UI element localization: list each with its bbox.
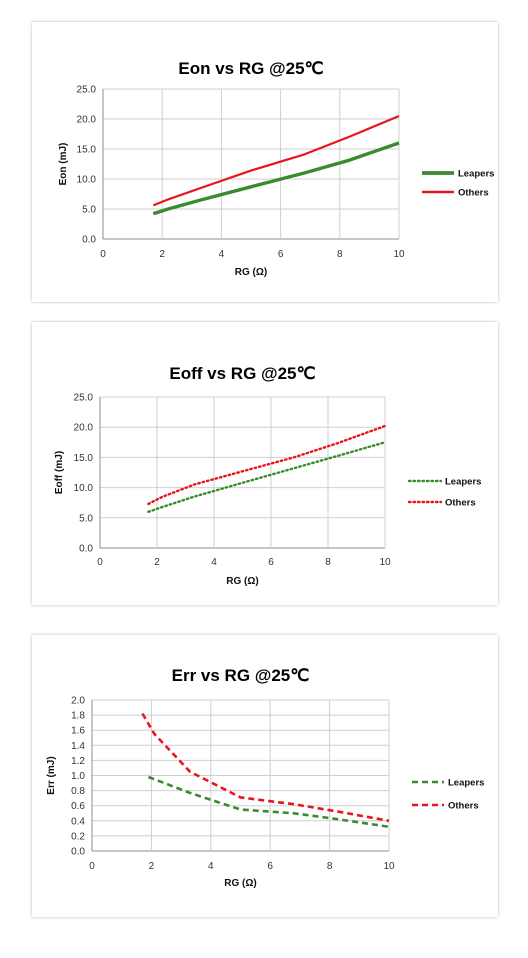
y-tick-label: 1.6 [71, 726, 85, 737]
y-tick-label: 25.0 [77, 85, 97, 96]
y-tick-label: 5.0 [79, 513, 93, 524]
x-tick-label: 6 [278, 249, 284, 260]
legend-label-leapers: Leapers [445, 477, 481, 488]
series-line-leapers [147, 441, 387, 514]
x-tick-label: 2 [149, 861, 155, 872]
y-axis-label: Eon (mJ) [58, 143, 69, 186]
y-tick-label: 5.0 [82, 205, 96, 216]
x-axis-label: RG (Ω) [224, 878, 256, 889]
legend-label-others: Others [448, 801, 479, 812]
x-tick-label: 4 [219, 249, 225, 260]
x-tick-label: 2 [154, 557, 160, 568]
y-axis-label: Eoff (mJ) [54, 451, 65, 494]
y-axis-label: Err (mJ) [46, 756, 57, 794]
x-tick-label: 6 [267, 861, 273, 872]
y-tick-label: 1.2 [71, 756, 85, 767]
x-tick-label: 0 [89, 861, 95, 872]
chart-title: Eoff vs RG @25℃ [169, 364, 315, 383]
chart-title: Err vs RG @25℃ [172, 666, 310, 685]
legend-label-leapers: Leapers [448, 778, 484, 789]
y-tick-label: 15.0 [74, 453, 94, 464]
x-tick-label: 8 [327, 861, 333, 872]
x-axis-label: RG (Ω) [226, 576, 258, 587]
chart-err: Err vs RG @25℃ 0.0 0.2 0.4 0.6 0.8 1.0 1.2 1.4 1.… [46, 666, 484, 889]
series-line-others [152, 114, 400, 207]
chart-card-eoff: Eoff vs RG @25℃ 0.0 5.0 10.0 15.0 20.0 25.0 0 2 4… [32, 322, 498, 605]
y-tick-label: 20.0 [74, 423, 94, 434]
chart-eon: Eon vs RG @25℃ 0.0 5.0 10.0 15.0 20.0 25.0 0 2 4 6… [58, 59, 494, 278]
y-tick-label: 25.0 [74, 393, 94, 404]
series-line-others [147, 424, 387, 506]
y-tick-label: 10.0 [74, 483, 94, 494]
legend-label-others: Others [458, 188, 489, 199]
y-tick-label: 0.4 [71, 816, 85, 827]
legend-label-leapers: Leapers [458, 169, 494, 180]
y-tick-label: 0.2 [71, 831, 85, 842]
x-tick-label: 4 [208, 861, 214, 872]
chart-card-eon: Eon vs RG @25℃ 0.0 5.0 10.0 15.0 20.0 25.0 0 2 4 6… [32, 22, 498, 302]
chart-title: Eon vs RG @25℃ [178, 59, 323, 78]
x-tick-label: 8 [325, 557, 331, 568]
y-tick-label: 0.0 [82, 235, 96, 246]
x-tick-label: 0 [97, 557, 103, 568]
x-tick-label: 10 [379, 557, 391, 568]
x-tick-label: 6 [268, 557, 274, 568]
y-tick-label: 1.4 [71, 741, 85, 752]
chart-eoff: Eoff vs RG @25℃ 0.0 5.0 10.0 15.0 20.0 25.0 0 2 4… [54, 364, 481, 587]
chart-card-err: Err vs RG @25℃ 0.0 0.2 0.4 0.6 0.8 1.0 1.2 1.4 1.… [32, 635, 498, 917]
y-tick-label: 2.0 [71, 696, 85, 707]
x-tick-label: 10 [393, 249, 405, 260]
y-tick-label: 0.8 [71, 786, 85, 797]
y-tick-label: 20.0 [77, 115, 97, 126]
x-tick-label: 10 [383, 861, 395, 872]
y-tick-label: 0.0 [71, 847, 85, 858]
y-tick-label: 1.8 [71, 711, 85, 722]
y-tick-label: 0.6 [71, 801, 85, 812]
x-tick-label: 0 [100, 249, 106, 260]
y-tick-label: 0.0 [79, 544, 93, 555]
series-line-leapers [147, 775, 390, 829]
x-axis-label: RG (Ω) [235, 267, 267, 278]
y-tick-label: 15.0 [77, 145, 97, 156]
x-tick-label: 4 [211, 557, 217, 568]
legend-label-others: Others [445, 498, 476, 509]
x-tick-label: 2 [159, 249, 165, 260]
series-line-leapers [152, 141, 400, 216]
x-tick-label: 8 [337, 249, 343, 260]
y-tick-label: 1.0 [71, 771, 85, 782]
series-line-others [141, 712, 390, 823]
y-tick-label: 10.0 [77, 175, 97, 186]
